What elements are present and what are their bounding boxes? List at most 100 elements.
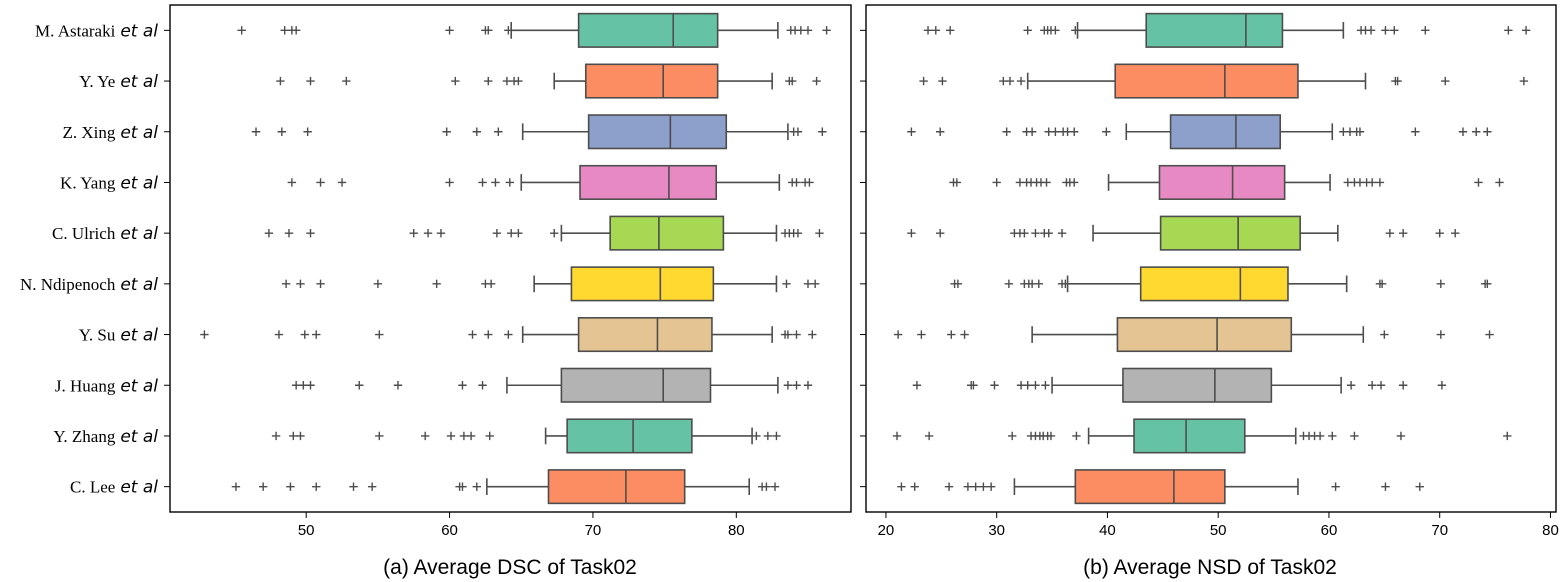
outlier-point <box>897 482 906 491</box>
outlier-point <box>945 26 955 35</box>
outlier-point <box>1483 279 1492 289</box>
outlier-point <box>924 431 934 441</box>
outlier-point <box>306 228 315 238</box>
outlier-point <box>822 26 831 35</box>
outlier-point <box>312 330 321 339</box>
y-label-etal: et al <box>120 326 158 346</box>
outlier-point <box>1023 26 1032 35</box>
outlier-point <box>491 178 500 187</box>
outlier-point <box>919 76 928 86</box>
outlier-point <box>1458 127 1468 136</box>
outlier-point <box>752 431 761 441</box>
outlier-point <box>1390 26 1399 35</box>
outlier-point <box>1070 127 1079 136</box>
outlier-point <box>1042 178 1051 187</box>
x-tick-label: 20 <box>878 522 895 539</box>
outlier-point <box>484 26 493 35</box>
y-tick-label: K. Yang et al <box>60 173 158 193</box>
box-y-ye <box>276 63 821 99</box>
outlier-point <box>770 482 780 491</box>
outlier-point <box>478 178 487 187</box>
outlier-point <box>458 381 467 390</box>
box-c-ulrich <box>907 215 1460 251</box>
outlier-point <box>445 26 454 35</box>
outlier-point <box>316 279 325 289</box>
outlier-point <box>355 381 364 390</box>
box-m-astaraki <box>237 12 831 48</box>
panel-caption: (b) Average NSD of Task02 <box>1083 556 1337 579</box>
outlier-point <box>1441 76 1450 86</box>
box-c-ulrich <box>264 215 824 251</box>
outlier-point <box>1061 279 1070 289</box>
outlier-point <box>1366 26 1376 35</box>
outlier-point <box>969 381 978 390</box>
outlier-point <box>1396 431 1406 441</box>
outlier-point <box>459 431 469 441</box>
outlier-point <box>1474 178 1483 187</box>
outlier-point <box>1005 76 1015 86</box>
iqr-box <box>570 266 715 302</box>
outlier-point <box>468 330 477 339</box>
outlier-point <box>1051 127 1060 136</box>
outlier-point <box>808 330 817 339</box>
outlier-point <box>300 330 309 339</box>
outlier-point <box>1375 178 1385 187</box>
outlier-point <box>1031 381 1040 390</box>
y-tick-label: Z. Xing et al <box>62 123 158 143</box>
outlier-point <box>432 279 441 289</box>
outlier-point <box>1483 127 1492 136</box>
y-label-etal: et al <box>120 123 158 143</box>
outlier-point <box>986 482 996 491</box>
outlier-point <box>303 127 312 136</box>
outlier-point <box>1046 431 1056 441</box>
outlier-point <box>277 127 287 136</box>
outlier-point <box>494 127 503 136</box>
outlier-point <box>1398 228 1408 238</box>
box-m-astaraki <box>923 12 1531 48</box>
outlier-point <box>507 228 516 238</box>
outlier-point <box>763 431 773 441</box>
iqr-box <box>1169 114 1282 150</box>
outlier-point <box>1437 381 1447 390</box>
x-tick-label: 50 <box>298 522 315 539</box>
box-j-huang <box>291 367 813 403</box>
outlier-point <box>349 482 358 491</box>
outlier-point <box>514 228 523 238</box>
outlier-point <box>936 127 945 136</box>
y-label-etal: et al <box>120 376 158 396</box>
outlier-point <box>373 279 383 289</box>
y-tick-label: Y. Su et al <box>79 326 158 346</box>
outlier-point <box>484 76 493 86</box>
box-z-xing <box>907 114 1492 150</box>
outlier-point <box>772 431 781 441</box>
outlier-point <box>1393 76 1402 86</box>
outlier-point <box>1367 381 1377 390</box>
y-label-etal: et al <box>120 21 158 41</box>
outlier-point <box>492 228 502 238</box>
outlier-point <box>938 76 947 86</box>
iqr-box <box>1133 418 1246 454</box>
y-tick-label: C. Lee et al <box>70 478 158 498</box>
outlier-point <box>782 279 791 289</box>
iqr-box <box>1158 164 1286 200</box>
outlier-point <box>1350 431 1359 441</box>
x-tick-label: 40 <box>1099 522 1116 539</box>
outlier-point <box>1381 26 1390 35</box>
outlier-point <box>1495 178 1504 187</box>
y-label-author: Y. Su <box>79 326 116 345</box>
y-label-author: M. Astaraki <box>35 21 116 40</box>
x-tick-label: 30 <box>988 522 1005 539</box>
y-label-author: C. Ulrich <box>52 224 116 243</box>
box-y-su <box>893 317 1494 353</box>
outlier-point <box>936 228 945 238</box>
outlier-point <box>420 431 430 441</box>
outlier-point <box>1016 76 1026 86</box>
outlier-point <box>367 482 377 491</box>
iqr-box <box>584 63 719 99</box>
outlier-point <box>803 381 813 390</box>
outlier-point <box>788 76 797 86</box>
outlier-point <box>291 381 301 390</box>
outlier-point <box>291 26 301 35</box>
iqr-box <box>1139 266 1289 302</box>
